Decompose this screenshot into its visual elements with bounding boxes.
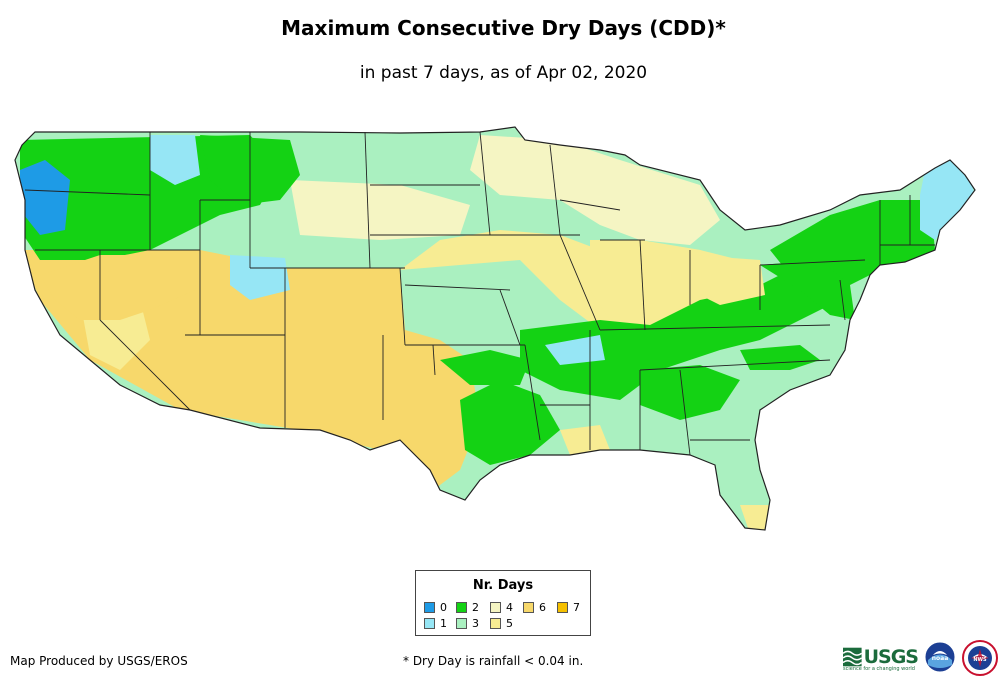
legend-label-1: 1 xyxy=(440,617,447,630)
region-upper-midwest xyxy=(470,135,720,245)
legend-label-6: 6 xyxy=(539,601,546,614)
usgs-tagline: science for a changing world xyxy=(843,666,915,672)
nws-logo-icon: NWS xyxy=(962,640,998,676)
region-ohio xyxy=(690,255,765,305)
legend-swatch-3 xyxy=(456,618,467,629)
legend-item-2: 2 xyxy=(456,601,479,614)
region-alabama-green xyxy=(640,365,740,420)
usgs-wave-icon xyxy=(843,647,862,667)
region-utah-mix xyxy=(230,255,290,300)
legend-swatch-2 xyxy=(456,602,467,613)
legend-label-0: 0 xyxy=(440,601,447,614)
region-mid-atlantic xyxy=(760,260,855,320)
usgs-logo: USGS science for a changing world xyxy=(843,642,919,672)
region-idaho-blue xyxy=(150,135,200,185)
legend-title: Nr. Days xyxy=(472,578,534,593)
legend-swatch-0 xyxy=(424,602,435,613)
legend-label-7: 7 xyxy=(573,601,580,614)
legend-swatch-5 xyxy=(490,618,501,629)
cdd-regions xyxy=(15,127,975,530)
legend-label-3: 3 xyxy=(472,617,479,630)
legend-item-6: 6 xyxy=(523,601,546,614)
legend-swatch-4 xyxy=(490,602,501,613)
legend-swatch-6 xyxy=(523,602,534,613)
region-oklahoma-green xyxy=(440,350,530,385)
region-texas-green xyxy=(460,380,560,465)
legend-label-4: 4 xyxy=(506,601,513,614)
region-louisiana xyxy=(560,425,610,455)
legend: Nr. Days 0 2 4 6 7 1 3 5 xyxy=(415,570,591,636)
legend-swatch-7 xyxy=(557,602,568,613)
map-subtitle: in past 7 days, as of Apr 02, 2020 xyxy=(359,63,648,83)
legend-swatch-1 xyxy=(424,618,435,629)
map-title: Maximum Consecutive Dry Days (CDD)* xyxy=(281,16,726,40)
dry-day-note: * Dry Day is rainfall < 0.04 in. xyxy=(403,654,584,668)
noaa-logo-icon: noaa xyxy=(924,641,956,673)
legend-item-0: 0 xyxy=(424,601,447,614)
region-washington-coast xyxy=(20,160,70,235)
legend-item-1: 1 xyxy=(424,617,447,630)
legend-label-5: 5 xyxy=(506,617,513,630)
map-credit: Map Produced by USGS/EROS xyxy=(10,654,188,668)
legend-item-4: 4 xyxy=(490,601,513,614)
region-florida-tip xyxy=(740,505,770,530)
legend-item-5: 5 xyxy=(490,617,513,630)
legend-item-7: 7 xyxy=(557,601,580,614)
region-california xyxy=(40,255,200,320)
legend-item-3: 3 xyxy=(456,617,479,630)
region-maine xyxy=(920,158,975,240)
usgs-wordmark: USGS xyxy=(863,646,919,668)
region-northern-plains xyxy=(290,180,470,240)
cdd-map xyxy=(14,126,976,531)
noaa-logo-text: noaa xyxy=(932,655,949,662)
nws-logo-text: NWS xyxy=(973,657,987,663)
state-boundaries xyxy=(14,126,976,531)
legend-label-2: 2 xyxy=(472,601,479,614)
